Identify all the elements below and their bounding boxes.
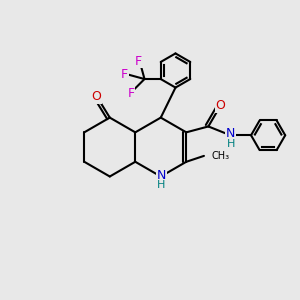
- Text: N: N: [226, 127, 235, 140]
- Text: F: F: [128, 87, 135, 100]
- Text: O: O: [92, 91, 101, 103]
- Text: N: N: [157, 169, 166, 182]
- Text: H: H: [157, 180, 165, 190]
- Text: H: H: [227, 139, 235, 148]
- Text: CH₃: CH₃: [211, 151, 230, 161]
- Text: F: F: [121, 68, 128, 81]
- Text: O: O: [215, 99, 225, 112]
- Text: F: F: [135, 55, 142, 68]
